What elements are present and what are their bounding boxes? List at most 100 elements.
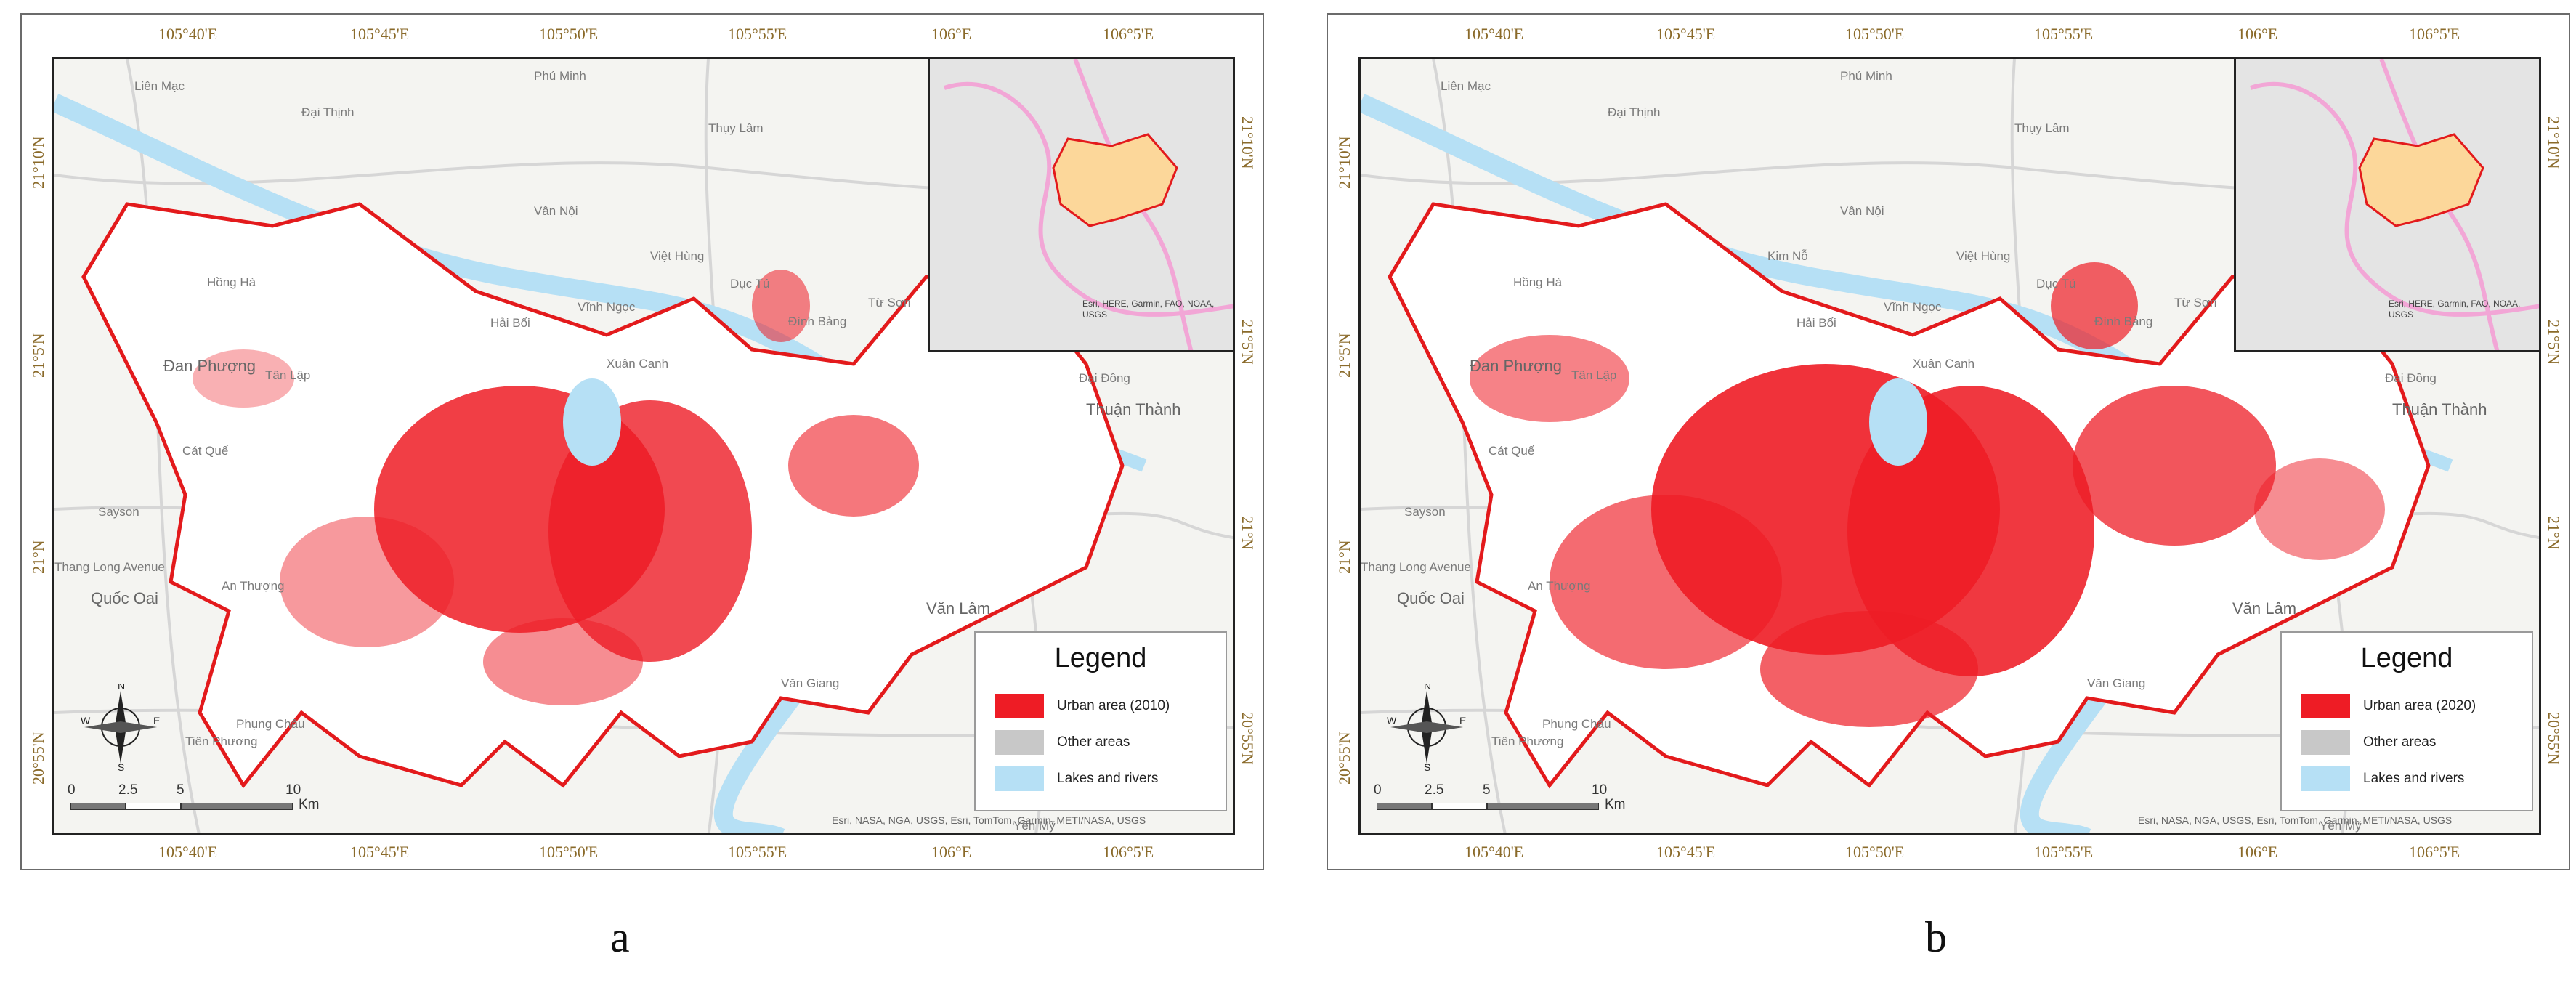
svg-text:N: N [1424, 684, 1431, 692]
locator-inset: Esri, HERE, Garmin, FAO, NOAA, USGS [2234, 59, 2539, 352]
legend-swatch [995, 694, 1044, 718]
left-tick: 21°5'N [1335, 333, 1353, 378]
place-label: Văn Lâm [926, 599, 991, 618]
right-tick: 21°5'N [2545, 320, 2563, 365]
svg-text:E: E [153, 715, 160, 726]
place-label: Đại Đồng [2385, 371, 2437, 385]
top-tick: 105°40'E [158, 25, 218, 43]
right-tick: 21°10'N [2545, 116, 2563, 169]
legend-item: Urban area (2020) [2301, 694, 2533, 720]
locator-map [944, 59, 1233, 350]
left-tick: 20°55'N [1335, 732, 1353, 785]
legend-item: Other areas [995, 730, 1227, 756]
place-label: Vĩnh Ngọc [1884, 300, 1942, 314]
top-tick: 106°E [2237, 25, 2278, 43]
left-tick: 20°55'N [29, 732, 47, 785]
right-tick: 21°N [1239, 516, 1257, 550]
place-label: Thụy Lâm [708, 121, 764, 135]
scale-segment [181, 803, 293, 810]
map-frame: Liên Mạc Đại Thịnh Phú Minh Thụy Lâm Vân… [1358, 57, 2541, 835]
place-label: Văn Giang [781, 676, 840, 690]
top-tick: 105°50'E [1845, 25, 1905, 43]
place-label: Văn Giang [2087, 676, 2146, 690]
svg-text:S: S [118, 761, 124, 771]
place-label: Đình Bảng [788, 315, 847, 328]
legend-swatch [995, 766, 1044, 791]
place-label: Kim Nỗ [1767, 249, 1808, 263]
place-label: Hồng Hà [207, 275, 256, 289]
top-tick: 106°5'E [2409, 25, 2460, 43]
bottom-tick: 105°40'E [1465, 843, 1524, 861]
legend-title: Legend [1054, 643, 1147, 673]
bottom-tick: 106°5'E [2409, 843, 2460, 861]
locator-inset: Esri, HERE, Garmin, FAO, NOAA, USGS [928, 59, 1233, 352]
right-tick: 20°55'N [1239, 712, 1257, 765]
place-label: Thang Long Avenue [1361, 560, 1471, 574]
place-label: Yên Mỹ [2320, 819, 2362, 833]
top-tick: 105°45'E [350, 25, 410, 43]
legend-label: Other areas [2363, 734, 2437, 750]
svg-text:E: E [1459, 715, 1466, 726]
legend-swatch [2301, 694, 2350, 718]
legend-item: Lakes and rivers [995, 766, 1227, 793]
scale-segment [1432, 803, 1487, 810]
place-label: Từ Sơn [2174, 296, 2217, 309]
legend-swatch [2301, 766, 2350, 791]
place-label: An Thượng [1528, 579, 1591, 593]
bottom-tick: 105°50'E [539, 843, 599, 861]
place-label: Phú Minh [534, 69, 586, 83]
left-tick: 21°10'N [1335, 136, 1353, 189]
map-panel-b: 105°40'E 105°45'E 105°50'E 105°55'E 106°… [1327, 13, 2570, 870]
map-panel-a: 105°40'E 105°45'E 105°50'E 105°55'E 106°… [20, 13, 1264, 870]
top-tick: 105°45'E [1656, 25, 1716, 43]
place-label: Thụy Lâm [2014, 121, 2070, 135]
legend-title: Legend [2360, 643, 2453, 673]
place-label: Quốc Oai [91, 589, 158, 607]
map-attribution: Esri, NASA, NGA, USGS, Esri, TomTom, Gar… [832, 814, 1146, 826]
bottom-tick: 105°40'E [158, 843, 218, 861]
north-arrow-icon: N S W E [1387, 684, 1467, 778]
right-tick: 21°10'N [1239, 116, 1257, 169]
scale-bar: 0 2.5 5 10 Km [1374, 778, 1679, 822]
panel-label-b: b [1925, 913, 1947, 961]
place-label: Đình Bảng [2094, 315, 2153, 328]
place-label: Đan Phượng [1470, 357, 1563, 375]
map-attribution: Esri, NASA, NGA, USGS, Esri, TomTom, Gar… [2138, 814, 2453, 826]
map-frame: Liên Mạc Đại Thịnh Phú Minh Thụy Lâm Vân… [52, 57, 1235, 835]
place-label: Liên Mạc [1441, 79, 1491, 93]
scale-segment [1487, 803, 1599, 810]
scale-tick: 10 [1592, 782, 1608, 798]
place-label: Thuận Thành [2392, 400, 2487, 418]
place-label: Liên Mạc [134, 79, 185, 93]
right-tick: 21°5'N [1239, 320, 1257, 365]
place-label: Từ Sơn [868, 296, 911, 309]
place-label: Hải Bối [1797, 316, 1836, 330]
place-label: Xuân Canh [1913, 357, 1975, 370]
scale-tick: 5 [177, 782, 185, 798]
bottom-tick: 105°45'E [350, 843, 410, 861]
scale-tick: 0 [1374, 782, 1382, 798]
bottom-tick: 106°E [2237, 843, 2278, 861]
left-tick: 21°5'N [29, 333, 47, 378]
scale-tick: 0 [68, 782, 76, 798]
place-label: Đại Đồng [1079, 371, 1130, 385]
bottom-tick: 106°E [931, 843, 972, 861]
basemap [54, 59, 1233, 833]
legend-label: Urban area (2010) [1057, 698, 1170, 713]
left-tick: 21°N [29, 540, 47, 574]
left-tick: 21°10'N [29, 136, 47, 189]
panel-label-a: a [610, 913, 630, 961]
bottom-tick: 105°55'E [728, 843, 787, 861]
bottom-tick: 105°45'E [1656, 843, 1716, 861]
place-label: Cát Quế [1489, 444, 1535, 458]
svg-text:N: N [118, 684, 125, 692]
place-label: An Thượng [222, 579, 285, 593]
top-tick: 105°50'E [539, 25, 599, 43]
place-label: Sayson [98, 505, 139, 519]
place-label: Đại Thịnh [1608, 105, 1661, 119]
place-label: Tiên Phương [185, 734, 258, 748]
legend-item: Urban area (2010) [995, 694, 1227, 720]
place-label: Việt Hùng [650, 249, 705, 263]
scale-unit: Km [299, 797, 320, 812]
top-tick: 106°5'E [1103, 25, 1154, 43]
